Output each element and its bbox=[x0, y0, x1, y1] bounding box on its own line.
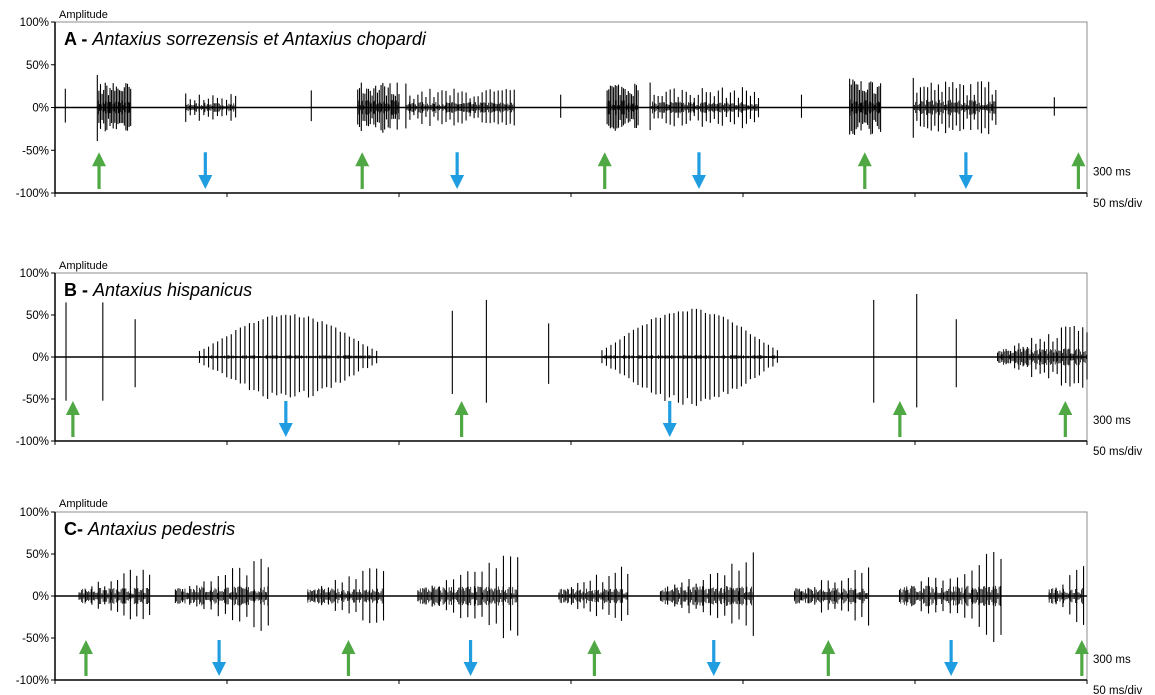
species-name: Antaxius sorrezensis et Antaxius chopard… bbox=[91, 29, 427, 49]
species-name: Antaxius pedestris bbox=[87, 519, 235, 539]
up-arrow-icon bbox=[587, 640, 602, 676]
panel-title: A - Antaxius sorrezensis et Antaxius cho… bbox=[64, 29, 427, 49]
up-arrow-icon bbox=[821, 640, 836, 676]
waveform-burst bbox=[174, 558, 269, 631]
down-arrow-icon bbox=[278, 401, 293, 437]
y-tick-label: 100% bbox=[20, 268, 49, 280]
down-arrow-icon bbox=[958, 152, 973, 189]
panel-title: B - Antaxius hispanicus bbox=[64, 280, 252, 300]
y-tick-label: -100% bbox=[16, 675, 49, 687]
waveform-burst bbox=[78, 569, 151, 620]
y-axis-label: Amplitude bbox=[59, 9, 108, 21]
panel-c: 100% 50% 0% -50% -100% Amplitude C- Antaxius p… bbox=[0, 490, 1155, 695]
y-tick-label: -50% bbox=[22, 633, 49, 645]
up-arrow-icon bbox=[78, 640, 93, 676]
waveform-burst bbox=[357, 82, 400, 133]
panel-b: 100% 50% 0% -50% -100% Amplitude B - Antaxius … bbox=[0, 255, 1155, 485]
y-axis-label: Amplitude bbox=[59, 498, 108, 510]
chart-panel-c: 100% 50% 0% -50% -100% Amplitude C- Antaxius p… bbox=[16, 498, 1143, 695]
waveform-burst bbox=[606, 83, 639, 131]
panel-a: 100% 50% 0% -50% -100% Amplitude A - Antaxius … bbox=[0, 0, 1155, 230]
y-axis-label: Amplitude bbox=[59, 260, 108, 272]
y-tick-label: 0% bbox=[32, 352, 49, 364]
y-tick-label: 0% bbox=[32, 591, 49, 603]
up-arrow-icon bbox=[1058, 401, 1073, 437]
waveform-burst bbox=[601, 308, 778, 406]
y-tick-label: -50% bbox=[22, 145, 49, 157]
scale-label: 50 ms/div bbox=[1093, 446, 1142, 458]
y-tick-label: 100% bbox=[20, 17, 49, 29]
waveform-burst bbox=[898, 551, 1002, 642]
up-arrow-icon bbox=[1074, 640, 1089, 676]
y-tick-label: 0% bbox=[32, 103, 49, 115]
waveform-burst bbox=[649, 82, 760, 131]
up-arrow-icon bbox=[92, 152, 107, 189]
down-arrow-icon bbox=[706, 640, 721, 676]
panel-letter: B - bbox=[64, 280, 93, 300]
waveform-burst bbox=[849, 78, 882, 135]
down-arrow-icon bbox=[662, 401, 677, 437]
waveform-burst bbox=[558, 566, 629, 621]
y-tick-label: 100% bbox=[20, 507, 49, 519]
y-tick-label: 50% bbox=[26, 60, 49, 72]
down-arrow-icon bbox=[450, 152, 465, 189]
up-arrow-icon bbox=[857, 152, 872, 189]
chart-panel-b: 100% 50% 0% -50% -100% Amplitude B - Antaxius … bbox=[16, 260, 1143, 458]
scale-label: 50 ms/div bbox=[1093, 685, 1142, 695]
panel-letter: C- bbox=[64, 519, 88, 539]
up-arrow-icon bbox=[341, 640, 356, 676]
up-arrow-icon bbox=[65, 401, 80, 437]
waveform-burst bbox=[185, 93, 237, 122]
waveform-burst bbox=[405, 83, 515, 129]
y-tick-label: -50% bbox=[22, 394, 49, 406]
up-arrow-icon bbox=[454, 401, 469, 437]
y-tick-label: 50% bbox=[26, 549, 49, 561]
waveform-burst bbox=[659, 552, 754, 636]
up-arrow-icon bbox=[355, 152, 370, 189]
waveform-burst bbox=[307, 568, 385, 624]
time-window-label: 300 ms bbox=[1093, 167, 1131, 179]
time-window-label: 300 ms bbox=[1093, 415, 1131, 427]
down-arrow-icon bbox=[198, 152, 213, 189]
down-arrow-icon bbox=[212, 640, 227, 676]
waveform-burst bbox=[912, 77, 997, 138]
waveform-burst bbox=[794, 567, 870, 626]
down-arrow-icon bbox=[463, 640, 478, 676]
down-arrow-icon bbox=[944, 640, 959, 676]
waveform-burst bbox=[96, 74, 132, 142]
y-tick-label: -100% bbox=[16, 436, 49, 448]
waveform-burst bbox=[997, 325, 1088, 388]
up-arrow-icon bbox=[597, 152, 612, 189]
up-arrow-icon bbox=[1071, 152, 1086, 189]
waveform-burst bbox=[1048, 566, 1085, 625]
species-name: Antaxius hispanicus bbox=[92, 280, 252, 300]
up-arrow-icon bbox=[892, 401, 907, 437]
chart-panel-a: 100% 50% 0% -50% -100% Amplitude A - Antaxius … bbox=[16, 9, 1143, 210]
y-tick-label: -100% bbox=[16, 188, 49, 200]
waveform-burst bbox=[198, 314, 378, 399]
y-tick-label: 50% bbox=[26, 310, 49, 322]
panel-title: C- Antaxius pedestris bbox=[64, 519, 235, 539]
panel-letter: A - bbox=[64, 29, 92, 49]
scale-label: 50 ms/div bbox=[1093, 198, 1142, 210]
waveform-burst bbox=[417, 555, 519, 639]
time-window-label: 300 ms bbox=[1093, 654, 1131, 666]
down-arrow-icon bbox=[691, 152, 706, 189]
